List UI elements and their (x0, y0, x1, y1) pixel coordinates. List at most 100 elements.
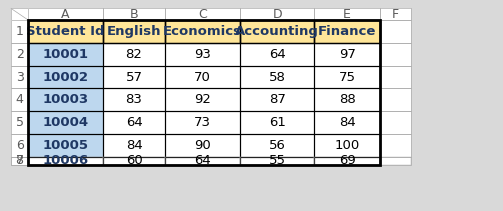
Text: 69: 69 (339, 154, 356, 168)
Bar (11, 66, 28, 88)
Text: 7: 7 (16, 154, 24, 168)
Bar (240, 43, 314, 66)
Text: 1: 1 (16, 25, 24, 38)
Bar (380, 157, 411, 165)
Bar (103, 8, 165, 20)
Bar (240, 43, 314, 66)
Bar (240, 88, 314, 111)
Bar (11, 43, 28, 66)
Bar (165, 111, 240, 134)
Bar (314, 157, 380, 165)
Text: 5: 5 (16, 116, 24, 129)
Text: 55: 55 (269, 154, 286, 168)
Text: 73: 73 (194, 116, 211, 129)
Bar (165, 157, 240, 165)
Text: 2: 2 (16, 48, 24, 61)
Text: 61: 61 (269, 116, 286, 129)
Bar (314, 43, 380, 66)
Bar (314, 20, 380, 43)
Bar (28, 134, 103, 157)
Bar (240, 111, 314, 134)
Text: F: F (392, 8, 399, 21)
Bar (11, 8, 28, 20)
Bar (314, 111, 380, 134)
Bar (28, 8, 103, 20)
Text: 57: 57 (126, 70, 142, 84)
Bar (11, 157, 28, 165)
Bar (165, 88, 240, 111)
Bar (103, 157, 165, 165)
Text: 70: 70 (194, 70, 211, 84)
Bar (314, 157, 380, 165)
Bar (240, 134, 314, 157)
Bar (28, 111, 103, 134)
Bar (240, 66, 314, 88)
Bar (380, 134, 411, 157)
Bar (103, 43, 165, 66)
Bar (240, 8, 314, 20)
Bar (240, 111, 314, 134)
Text: 87: 87 (269, 93, 286, 106)
Bar (380, 66, 411, 88)
Text: 64: 64 (269, 48, 286, 61)
Bar (103, 134, 165, 157)
Text: 60: 60 (126, 154, 142, 168)
Bar (314, 8, 380, 20)
Bar (103, 157, 165, 165)
Bar (28, 157, 103, 165)
Bar (240, 157, 314, 165)
Bar (380, 66, 411, 88)
Bar (240, 88, 314, 111)
Bar (11, 134, 28, 157)
Bar (28, 20, 103, 43)
Bar (28, 43, 103, 66)
Text: 10004: 10004 (42, 116, 89, 129)
Bar (165, 43, 240, 66)
Bar (165, 20, 240, 43)
Bar (165, 66, 240, 88)
Bar (103, 88, 165, 111)
Bar (380, 8, 411, 20)
Bar (380, 88, 411, 111)
Text: 10001: 10001 (42, 48, 89, 61)
Bar (165, 43, 240, 66)
Bar (165, 134, 240, 157)
Bar (314, 111, 380, 134)
Bar (11, 157, 28, 165)
Bar (11, 157, 28, 165)
Bar (103, 157, 165, 165)
Bar (28, 20, 103, 43)
Bar (11, 111, 28, 134)
Bar (380, 111, 411, 134)
Bar (28, 43, 103, 66)
Bar (103, 111, 165, 134)
Bar (28, 88, 103, 111)
Text: B: B (130, 8, 138, 21)
Bar (28, 157, 103, 165)
Text: 3: 3 (16, 70, 24, 84)
Bar (11, 88, 28, 111)
Bar (240, 8, 314, 20)
Text: 10002: 10002 (42, 70, 89, 84)
Text: English: English (107, 25, 161, 38)
Bar (11, 20, 28, 43)
Bar (314, 157, 380, 165)
Bar (240, 157, 314, 165)
Text: 10003: 10003 (42, 93, 89, 106)
Text: 93: 93 (194, 48, 211, 61)
Bar (11, 88, 28, 111)
Bar (380, 20, 411, 43)
Bar (380, 134, 411, 157)
Text: 58: 58 (269, 70, 286, 84)
Bar (240, 20, 314, 43)
Bar (380, 111, 411, 134)
Bar (314, 20, 380, 43)
Bar (103, 43, 165, 66)
Bar (380, 88, 411, 111)
Bar (314, 157, 380, 165)
Text: C: C (198, 8, 207, 21)
Text: 83: 83 (126, 93, 142, 106)
Bar (380, 43, 411, 66)
Text: A: A (61, 8, 69, 21)
Bar (314, 43, 380, 66)
